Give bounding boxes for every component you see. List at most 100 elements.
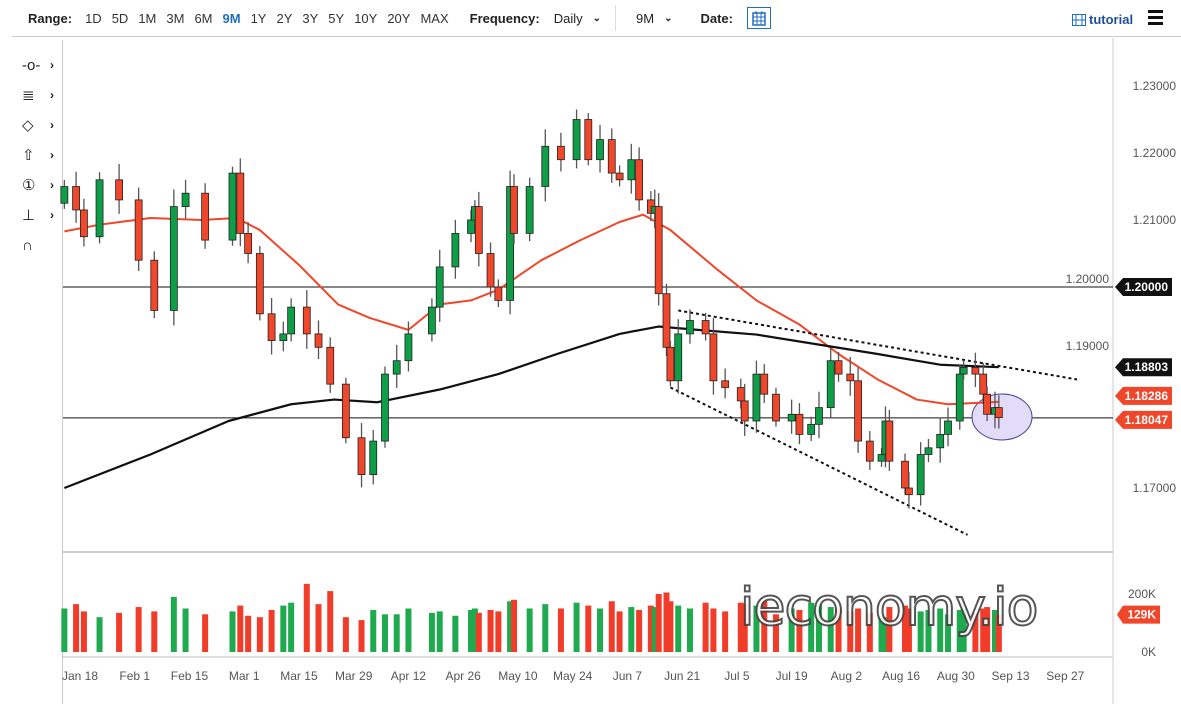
frequency-dropdown[interactable]: Daily ⌄ xyxy=(554,11,601,26)
candle-body xyxy=(916,454,925,496)
x-tick-label: Jun 7 xyxy=(613,669,643,683)
volume-bar xyxy=(878,615,885,652)
candle-body xyxy=(474,206,483,254)
x-tick-label: May 24 xyxy=(553,669,593,683)
volume-bar xyxy=(980,608,987,652)
divider xyxy=(615,5,617,31)
annotation-tool[interactable]: ① › xyxy=(22,174,58,196)
range-button-1m[interactable]: 1M xyxy=(138,10,157,26)
candle-body xyxy=(392,360,401,375)
volume-bar xyxy=(808,602,815,652)
candle-body xyxy=(885,420,894,462)
candle-body xyxy=(525,186,534,234)
volume-bar xyxy=(737,602,744,652)
x-tick-label: Sep 13 xyxy=(992,669,1030,683)
candle-body xyxy=(627,159,636,181)
range-button-6m[interactable]: 6M xyxy=(194,10,213,26)
volume-bar xyxy=(428,612,435,652)
candle-body xyxy=(572,119,581,161)
chevron-right-icon: › xyxy=(50,208,54,222)
arrow-tool-icon: ⇧ xyxy=(22,147,35,164)
volume-label-badge xyxy=(1117,605,1160,624)
candle-body xyxy=(701,320,710,335)
volume-bar xyxy=(667,601,674,652)
chevron-right-icon: › xyxy=(50,118,54,132)
candle-body xyxy=(150,259,159,311)
x-tick-label: Jun 21 xyxy=(664,669,700,683)
volume-bar xyxy=(956,609,963,652)
range-button-20y[interactable]: 20Y xyxy=(387,10,411,26)
line-tool[interactable]: -o- › xyxy=(22,54,58,76)
volume-bar xyxy=(882,617,889,652)
candle-body xyxy=(772,393,780,422)
candle-body xyxy=(60,186,69,204)
fib-tool[interactable]: ≣ › xyxy=(22,84,58,106)
volume-bar xyxy=(405,608,412,652)
candle-body xyxy=(674,333,683,382)
price-label-badge xyxy=(1115,410,1172,429)
range-buttons: 1D 5D 1M 3M 6M 9M 1Y 2Y 3Y 5Y 10Y 20Y MAX xyxy=(80,11,454,26)
line-tool-icon: -o- xyxy=(22,56,41,74)
volume-bar xyxy=(452,615,459,652)
volume-bar xyxy=(370,609,377,652)
range-button-1d[interactable]: 1D xyxy=(85,10,102,26)
range-button-5y[interactable]: 5Y xyxy=(328,10,345,26)
price-label-text: 1.18286 xyxy=(1125,389,1169,403)
volume-bar xyxy=(597,608,604,652)
calendar-icon[interactable] xyxy=(746,7,771,29)
candle-body xyxy=(924,447,933,455)
candle-body xyxy=(201,192,210,241)
chevron-down-icon: ⌄ xyxy=(664,12,673,24)
volume-tick-label: 0K xyxy=(1141,645,1156,659)
volume-bar xyxy=(905,608,912,652)
volume-bar xyxy=(937,608,944,652)
film-icon xyxy=(1072,13,1086,26)
period-dropdown[interactable]: 9M ⌄ xyxy=(636,11,672,26)
tutorial-link[interactable]: tutorial xyxy=(1072,12,1133,27)
volume-bar xyxy=(96,617,103,652)
candle-body xyxy=(134,199,143,261)
candle-body xyxy=(279,333,288,341)
range-button-9m[interactable]: 9M xyxy=(222,10,241,26)
shape-tool[interactable]: ◇ › xyxy=(22,114,58,136)
volume-bar xyxy=(663,592,670,652)
range-button-10y[interactable]: 10Y xyxy=(354,10,378,26)
arrow-tool[interactable]: ⇧ › xyxy=(22,144,58,166)
candle-body xyxy=(326,346,335,385)
candle-body xyxy=(959,366,968,375)
candle-body xyxy=(95,179,104,238)
volume-bar xyxy=(655,594,662,652)
volume-bar xyxy=(945,614,952,652)
volume-bar xyxy=(73,604,80,652)
range-button-3m[interactable]: 3M xyxy=(166,10,185,26)
volume-bar xyxy=(381,614,388,652)
price-label-text: 1.18803 xyxy=(1125,360,1169,374)
range-button-5d[interactable]: 5D xyxy=(111,10,129,26)
range-button-max[interactable]: MAX xyxy=(420,10,449,26)
volume-bar xyxy=(303,583,310,652)
volume-bar xyxy=(471,608,478,652)
hamburger-menu-icon[interactable] xyxy=(1148,10,1163,28)
measure-tool[interactable]: ⊥ › xyxy=(22,204,58,226)
volume-bar xyxy=(170,596,177,652)
candle-body xyxy=(983,393,992,415)
x-tick-label: Jan 18 xyxy=(62,669,98,683)
price-label-badge xyxy=(1115,358,1172,377)
candle-body xyxy=(826,360,835,409)
range-button-3y[interactable]: 3Y xyxy=(302,10,319,26)
volume-bar xyxy=(182,608,189,652)
candle-body xyxy=(607,139,616,174)
volume-bar xyxy=(847,611,854,652)
candle-body xyxy=(979,373,988,395)
magnet-tool[interactable]: ∩ xyxy=(22,234,58,256)
x-tick-label: Mar 1 xyxy=(229,669,260,683)
volume-bar xyxy=(855,608,862,652)
candle-body xyxy=(834,360,843,375)
candle-body xyxy=(760,373,769,395)
volume-bar xyxy=(761,601,768,652)
period-value: 9M xyxy=(636,10,655,26)
range-button-2y[interactable]: 2Y xyxy=(276,10,293,26)
candle-body xyxy=(795,413,804,435)
range-button-1y[interactable]: 1Y xyxy=(250,10,267,26)
